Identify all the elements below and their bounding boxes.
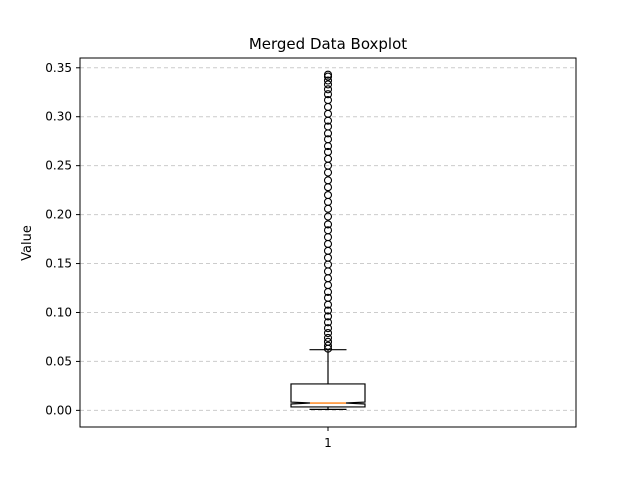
outlier-point <box>323 90 333 99</box>
outlier-point <box>323 76 333 85</box>
outlier-point <box>323 154 333 163</box>
outlier-points <box>323 70 333 353</box>
outlier-point <box>323 312 333 321</box>
y-tick-label: 0.25 <box>45 159 72 173</box>
outlier-point <box>323 246 333 255</box>
outlier-point <box>323 281 333 290</box>
chart-title: Merged Data Boxplot <box>249 35 407 53</box>
box-body <box>290 383 366 408</box>
y-tick-label: 0.15 <box>45 257 72 271</box>
outlier-point <box>323 85 333 94</box>
outlier-point <box>323 70 333 79</box>
box-series <box>290 349 366 410</box>
y-tick-label: 0.00 <box>45 403 72 417</box>
outlier-point <box>323 233 333 242</box>
outlier-point <box>323 267 333 276</box>
outlier-point <box>323 324 333 333</box>
outlier-point <box>323 306 333 315</box>
outlier-point <box>323 328 333 338</box>
y-axis-label: Value <box>20 225 35 261</box>
outlier-point <box>323 318 333 327</box>
outlier-point <box>323 176 333 185</box>
y-tick-label: 0.20 <box>45 208 72 222</box>
outlier-point <box>323 122 333 131</box>
outlier-point <box>323 183 333 192</box>
x-tick-label: 1 <box>324 436 332 450</box>
outlier-point <box>323 147 333 157</box>
outlier-point <box>323 135 333 144</box>
outlier-point <box>323 96 333 105</box>
y-tick-label: 0.10 <box>45 305 72 319</box>
outlier-point <box>323 274 333 283</box>
outlier-point <box>323 341 333 350</box>
y-axis-ticks: 0.00 0.05 0.10 0.15 0.20 0.25 0.30 0.35 <box>45 61 80 417</box>
outlier-point <box>323 333 333 342</box>
outlier-point <box>323 190 333 200</box>
outlier-point <box>323 212 333 221</box>
outlier-point <box>323 260 333 269</box>
outlier-point <box>323 337 333 346</box>
outlier-point <box>323 293 333 302</box>
outlier-point <box>323 80 333 89</box>
y-tick-label: 0.35 <box>45 61 72 75</box>
y-tick-label: 0.05 <box>45 354 72 368</box>
outlier-point <box>323 204 333 213</box>
outlier-point <box>323 220 333 229</box>
outlier-point <box>323 226 333 235</box>
outlier-point <box>323 197 333 206</box>
outlier-point <box>323 102 333 111</box>
x-axis-ticks: 1 <box>324 427 332 450</box>
y-tick-label: 0.30 <box>45 110 72 124</box>
outlier-point <box>323 253 333 262</box>
outlier-point <box>323 168 333 177</box>
plot-area-frame <box>79 57 577 428</box>
outlier-point <box>323 239 333 249</box>
